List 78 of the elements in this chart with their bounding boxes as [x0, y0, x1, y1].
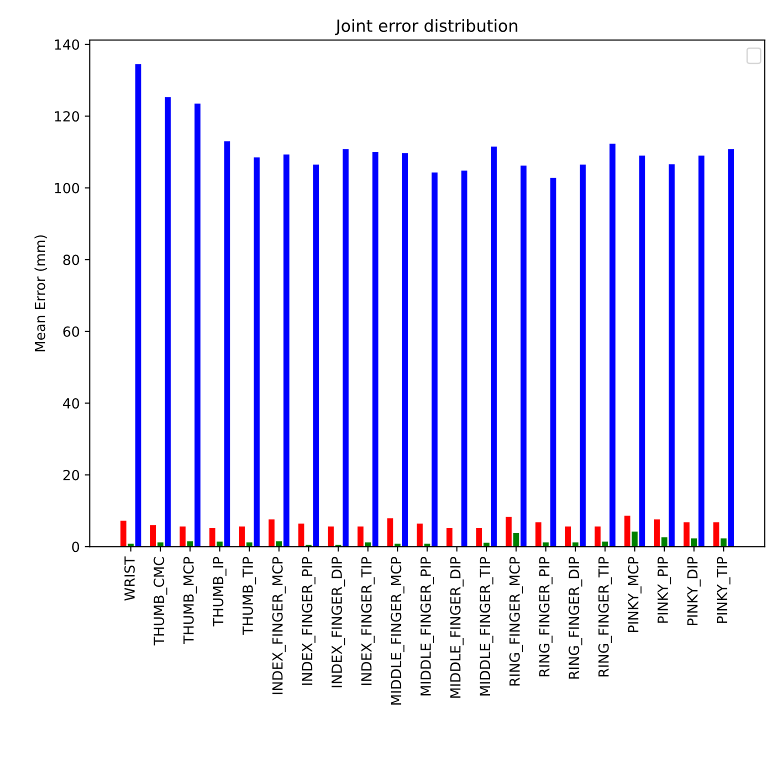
bar: [698, 156, 704, 547]
bar: [416, 524, 423, 547]
x-tick-label: RING_FINGER_MCP: [509, 556, 523, 686]
bar: [661, 537, 668, 547]
bar: [513, 533, 520, 547]
bar: [476, 528, 482, 547]
bar: [720, 538, 727, 547]
bar: [313, 164, 320, 547]
bar: [446, 528, 452, 547]
bar: [654, 519, 660, 547]
bar: [728, 149, 734, 547]
bar: [342, 149, 349, 547]
bar: [535, 522, 542, 547]
x-tick-label: RING_FINGER_DIP: [568, 556, 582, 679]
x-tick-label: MIDDLE_FINGER_TIP: [480, 556, 494, 696]
bar: [387, 518, 394, 547]
x-tick-label: PINKY_MCP: [628, 556, 642, 632]
x-tick-label: RING_FINGER_PIP: [539, 556, 553, 676]
bar: [328, 526, 334, 547]
bar: [358, 526, 364, 547]
y-tick-label: 40: [63, 398, 80, 409]
bar: [120, 520, 126, 547]
bar: [691, 538, 697, 547]
x-tick-label: MIDDLE_FINGER_PIP: [420, 556, 434, 696]
x-tick-label: THUMB_MCP: [183, 556, 197, 644]
bar: [298, 524, 304, 547]
bar: [602, 542, 608, 547]
bar: [490, 146, 497, 547]
bar: [254, 157, 260, 547]
x-tick-label: PINKY_DIP: [687, 556, 701, 626]
x-tick-label: THUMB_CMC: [154, 557, 168, 646]
y-tick-label: 60: [63, 326, 80, 337]
bar: [150, 525, 156, 547]
bar: [224, 141, 230, 547]
x-tick-label: MIDDLE_FINGER_MCP: [390, 556, 404, 705]
bar: [432, 172, 438, 547]
bar: [713, 522, 720, 547]
bar: [668, 164, 675, 547]
y-tick-label: 0: [72, 542, 80, 552]
bar: [180, 526, 186, 547]
y-tick-label: 100: [55, 182, 80, 194]
x-tick-label: WRIST: [124, 556, 135, 601]
x-tick-label: INDEX_FINGER_PIP: [302, 556, 316, 685]
x-tick-label: RING_FINGER_TIP: [598, 556, 612, 676]
x-tick-label: INDEX_FINGER_DIP: [332, 556, 346, 688]
bar: [283, 154, 290, 547]
bar: [194, 104, 200, 547]
y-tick-label: 80: [63, 254, 80, 266]
bar: [580, 164, 586, 547]
bar: [461, 170, 468, 547]
x-tick-label: THUMB_IP: [213, 556, 226, 626]
bar: [684, 522, 690, 547]
bar: [238, 526, 245, 547]
y-tick-label: 20: [63, 470, 80, 480]
x-tick-label: PINKY_TIP: [716, 556, 730, 623]
bar: [610, 144, 616, 547]
bar: [565, 526, 571, 547]
y-tick-label: 140: [55, 39, 80, 50]
bar: [164, 97, 171, 547]
bar: [624, 516, 630, 547]
y-axis-title: Mean Error (mm): [34, 235, 47, 352]
bar: [594, 526, 601, 547]
x-tick-label: INDEX_FINGER_MCP: [272, 556, 286, 694]
bar: [372, 152, 378, 547]
bar: [402, 153, 408, 547]
bar: [639, 156, 646, 547]
x-tick-label: THUMB_TIP: [242, 556, 256, 635]
x-tick-label: PINKY_PIP: [658, 556, 672, 623]
x-tick-label: INDEX_FINGER_TIP: [361, 556, 375, 685]
chart-title: Joint error distribution: [334, 19, 518, 36]
bar: [268, 519, 275, 547]
bar: [506, 516, 512, 547]
bar: [550, 178, 556, 547]
bar: [209, 528, 216, 547]
x-tick-label: MIDDLE_FINGER_DIP: [450, 556, 464, 698]
bar: [135, 64, 142, 547]
bar: [520, 166, 527, 547]
y-tick-label: 120: [55, 111, 80, 122]
